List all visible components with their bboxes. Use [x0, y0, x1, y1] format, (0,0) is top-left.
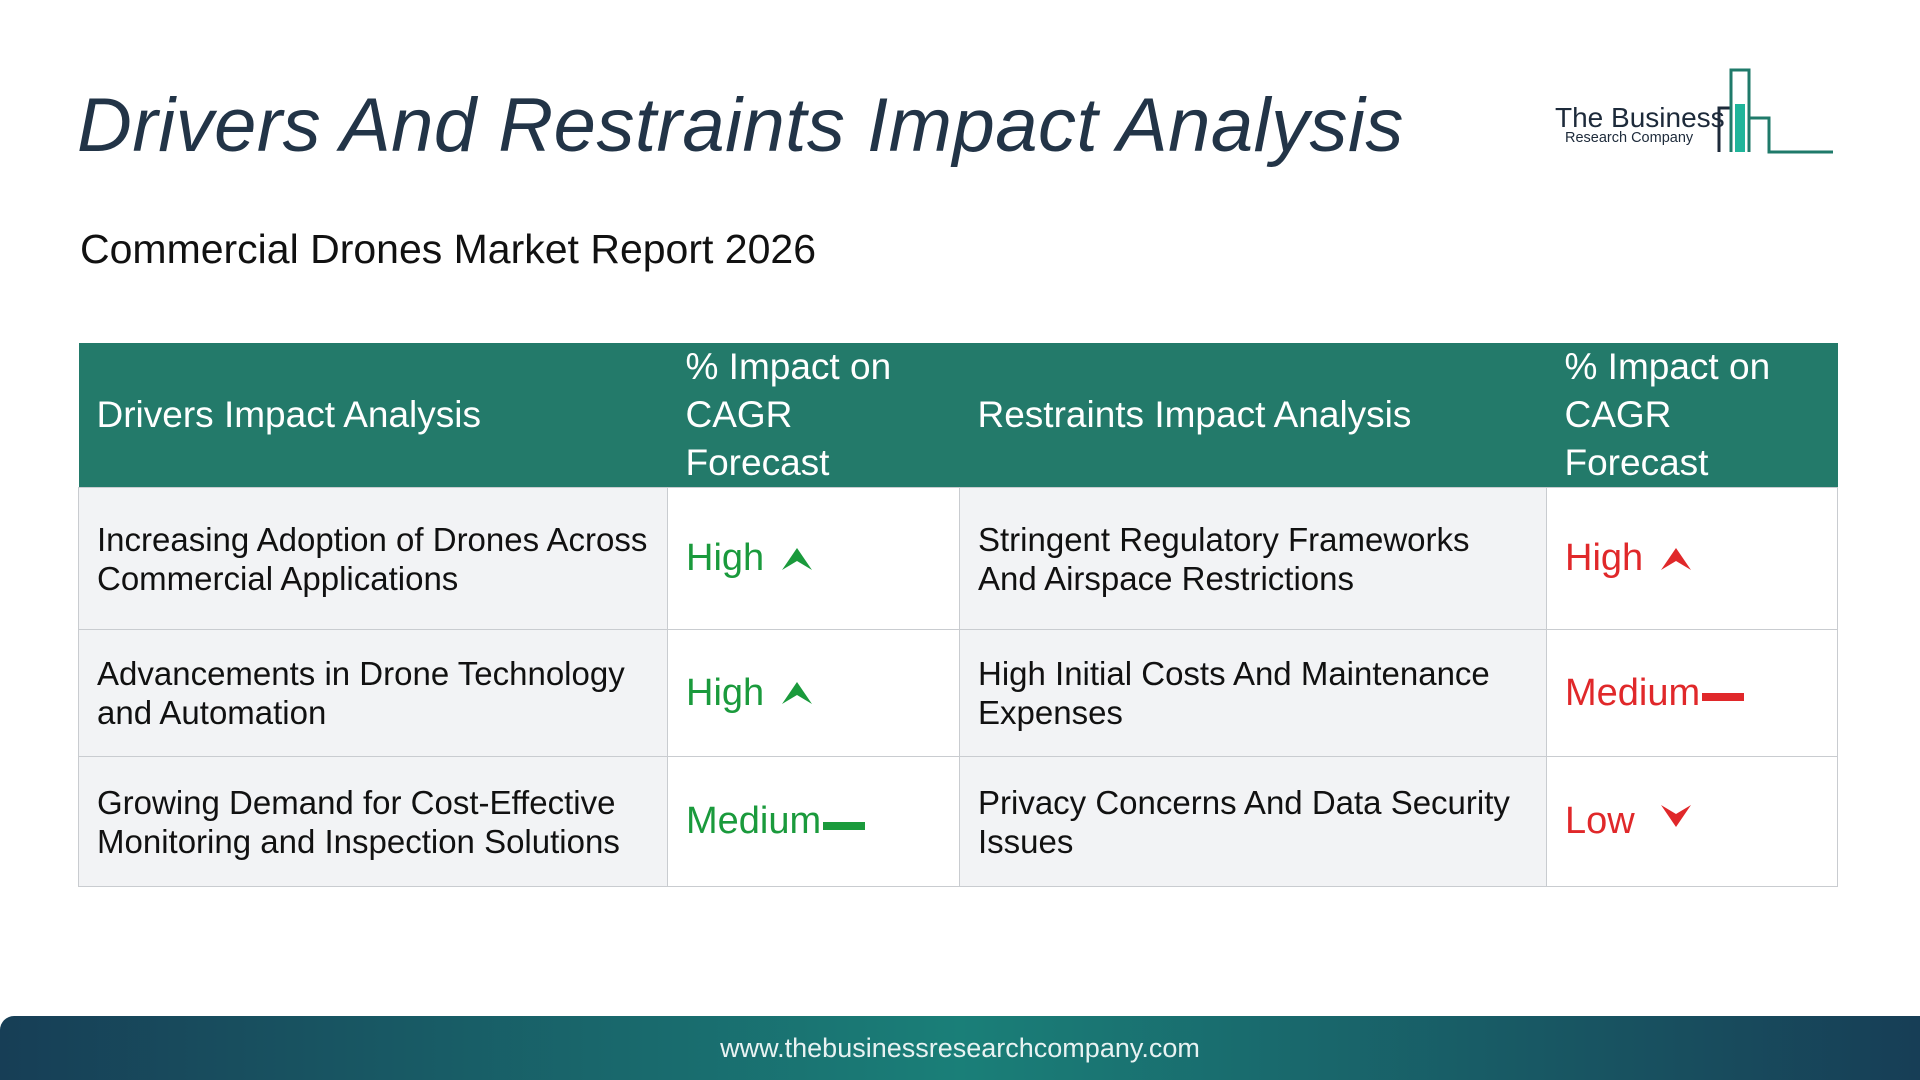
header-driver-impact: % Impact on CAGR Forecast	[667, 343, 960, 488]
footer-bar: www.thebusinessresearchcompany.com	[0, 1016, 1920, 1080]
arrow-up-icon	[782, 547, 813, 570]
driver-cell: Increasing Adoption of Drones Across Com…	[78, 487, 668, 630]
restraint-cell: Privacy Concerns And Data Security Issue…	[959, 756, 1547, 887]
impact-level: Medium	[1565, 671, 1701, 714]
driver-impact-cell: High	[667, 487, 960, 630]
restraint-impact-cell: High	[1546, 487, 1838, 630]
footer-url-link[interactable]: www.thebusinessresearchcompany.com	[720, 1032, 1200, 1063]
arrow-up-icon	[782, 682, 813, 704]
restraint-cell: Stringent Regulatory Frameworks And Airs…	[959, 487, 1547, 630]
company-logo[interactable]: The Business Research Company	[1555, 68, 1835, 158]
table-row: Increasing Adoption of Drones Across Com…	[78, 487, 1838, 630]
impact-level: High	[686, 671, 765, 714]
logo-text-line1: The Business	[1555, 102, 1725, 133]
impact-level: High	[1565, 537, 1644, 579]
driver-impact-cell: Medium	[667, 756, 960, 887]
impact-table: Drivers Impact Analysis % Impact on CAGR…	[78, 343, 1838, 887]
table-header-row: Drivers Impact Analysis % Impact on CAGR…	[78, 343, 1838, 488]
restraint-impact-cell: Medium	[1546, 629, 1838, 757]
driver-impact-cell: High	[667, 629, 960, 757]
table-row: Growing Demand for Cost-Effective Monito…	[78, 756, 1838, 887]
table-row: Advancements in Drone Technology and Aut…	[78, 629, 1838, 757]
restraint-impact-cell: Low	[1546, 756, 1838, 887]
arrow-down-icon	[1660, 804, 1691, 827]
page-title: Drivers And Restraints Impact Analysis	[77, 83, 1404, 168]
dash-icon	[1702, 693, 1745, 701]
logo-buildings-icon	[1717, 68, 1833, 154]
driver-cell: Advancements in Drone Technology and Aut…	[78, 629, 668, 757]
report-subtitle: Commercial Drones Market Report 2026	[80, 226, 816, 272]
logo-text-line2: Research Company	[1565, 130, 1694, 146]
dash-icon	[823, 821, 866, 830]
impact-level: Medium	[686, 800, 822, 842]
restraint-cell: High Initial Costs And Maintenance Expen…	[959, 629, 1547, 757]
header-restraint-impact: % Impact on CAGR Forecast	[1546, 343, 1838, 488]
arrow-up-icon	[1661, 547, 1692, 570]
header-restraints: Restraints Impact Analysis	[959, 343, 1547, 488]
impact-level: Low	[1565, 800, 1635, 842]
impact-level: High	[686, 537, 765, 579]
header-drivers: Drivers Impact Analysis	[78, 343, 668, 488]
driver-cell: Growing Demand for Cost-Effective Monito…	[78, 756, 668, 887]
